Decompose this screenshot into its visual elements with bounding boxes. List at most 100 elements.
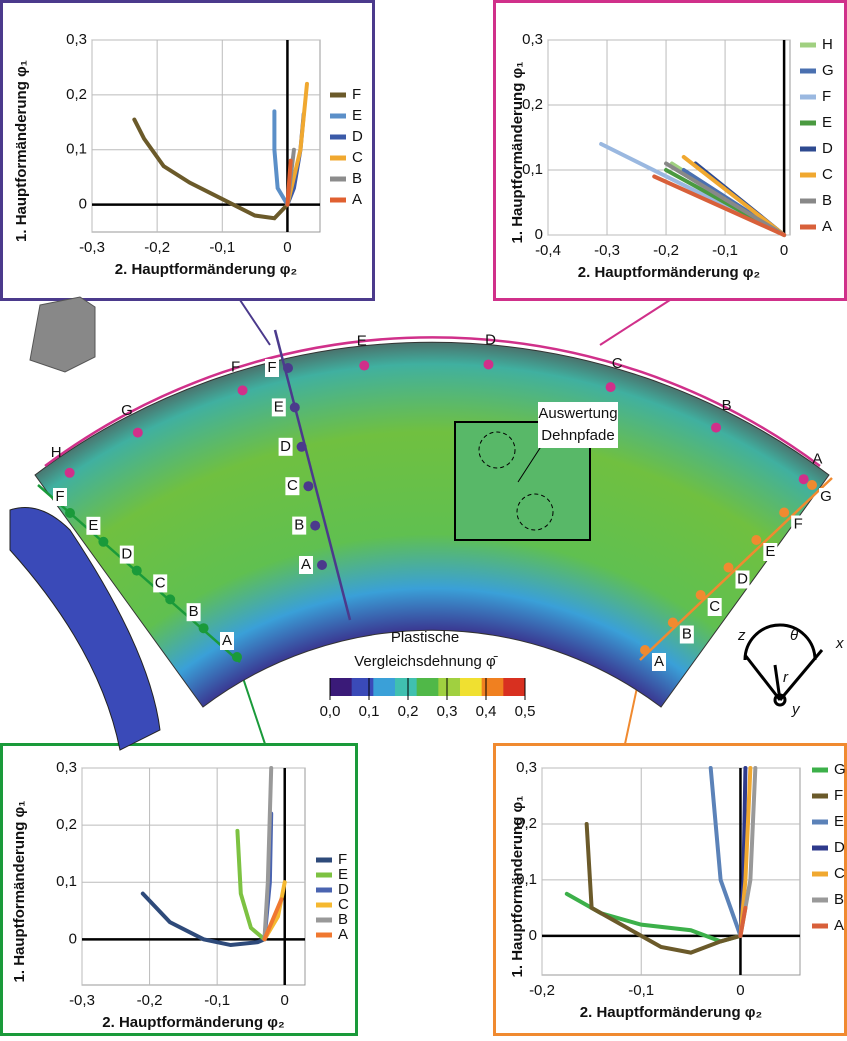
- coordinate-icon: [743, 623, 824, 707]
- path-point: [64, 467, 75, 478]
- axis-symbol: θ: [790, 627, 798, 644]
- y-tick-label: 0,1: [516, 871, 537, 888]
- path-point-label: A: [654, 653, 664, 670]
- colorbar-cell: [330, 678, 353, 696]
- data-line: [235, 828, 267, 942]
- legend-label: A: [834, 917, 844, 934]
- path-point: [303, 481, 314, 492]
- path-point: [798, 474, 809, 485]
- y-tick-label: 0,3: [522, 31, 543, 48]
- colorbar-cell: [460, 678, 483, 696]
- data-line: [285, 81, 309, 207]
- path-point-label: B: [189, 603, 199, 620]
- path-point: [310, 520, 321, 531]
- path-point-label: D: [485, 332, 496, 349]
- label-bg: [285, 477, 300, 496]
- frame: [0, 743, 358, 1036]
- data-line: [262, 766, 274, 942]
- strain-path: [273, 329, 352, 621]
- path-point: [807, 480, 817, 490]
- legend-label: H: [822, 36, 833, 53]
- label-bg: [735, 570, 750, 589]
- path-point: [779, 507, 790, 518]
- y-tick-label: 0: [79, 196, 87, 213]
- label-bg: [763, 543, 778, 561]
- path-point: [751, 535, 762, 545]
- x-tick-label: -0,1: [628, 982, 654, 999]
- y-tick-label: 0,3: [66, 31, 87, 48]
- path-point: [198, 623, 209, 634]
- path-point-label: B: [294, 517, 304, 534]
- label-bg: [819, 488, 833, 506]
- x-tick-label: 0: [736, 982, 744, 999]
- colorbar-label: 0,5: [515, 703, 536, 720]
- x-tick-label: -0,2: [137, 992, 163, 1009]
- path-point: [640, 645, 650, 655]
- axis-symbol: r: [783, 669, 789, 686]
- legend-label: B: [338, 911, 348, 928]
- label-bg: [53, 488, 67, 506]
- label-bg: [652, 653, 666, 671]
- path-point-label: G: [820, 488, 832, 505]
- y-tick-label: 0: [535, 226, 543, 243]
- x-axis-label: 2. Hauptformänderung φ₂: [115, 261, 297, 278]
- path-point: [711, 422, 722, 433]
- legend-label: C: [834, 865, 845, 882]
- data-line: [140, 891, 267, 948]
- path-point-label: F: [55, 488, 64, 505]
- path-point-label: E: [274, 398, 284, 415]
- legend-label: E: [822, 114, 832, 131]
- data-line: [652, 174, 787, 237]
- path-point: [723, 562, 734, 573]
- legend-label: D: [834, 839, 845, 856]
- x-axis-label: 2. Hauptformänderung φ₂: [580, 1004, 762, 1021]
- path-point: [237, 385, 248, 396]
- section: [9, 507, 161, 751]
- plot-area: [91, 39, 321, 233]
- label-bg: [679, 625, 694, 644]
- y-tick-label: 0,3: [56, 759, 77, 776]
- legend-label: A: [352, 191, 362, 208]
- annotation: Auswertung: [538, 405, 617, 422]
- colorbar-cell: [395, 678, 418, 696]
- label-bg: [265, 359, 279, 377]
- label-bg: [292, 516, 307, 535]
- data-line: [664, 161, 787, 237]
- colorbar-cell: [373, 678, 396, 696]
- legend-label: E: [352, 107, 362, 124]
- colorbar-label: 0,0: [320, 703, 341, 720]
- legend-label: G: [822, 62, 834, 79]
- x-tick-label: 0: [283, 239, 291, 256]
- colorbar-title: Vergleichsdehnung φ̄: [354, 653, 497, 670]
- y-tick-label: 0,2: [516, 815, 537, 832]
- axis-symbol: y: [791, 701, 801, 718]
- x-axis-label: 2. Hauptformänderung φ₂: [102, 1014, 284, 1031]
- path-point-label: D: [737, 570, 748, 587]
- data-line: [272, 109, 290, 207]
- x-tick-label: 0: [281, 992, 289, 1009]
- legend-label: B: [822, 192, 832, 209]
- path-point-label: E: [765, 543, 775, 560]
- path-point-label: A: [812, 450, 822, 467]
- annotation: Dehnpfade: [541, 427, 614, 444]
- legend-label: F: [822, 88, 831, 105]
- label-bg: [153, 574, 168, 593]
- path-point: [317, 560, 327, 570]
- y-tick-label: 0,2: [66, 86, 87, 103]
- path-point-label: F: [231, 358, 240, 375]
- data-line: [681, 155, 787, 237]
- path-point-label: H: [51, 444, 62, 461]
- x-axis-label: 2. Hauptformänderung φ₂: [578, 264, 760, 281]
- path-point: [98, 536, 109, 547]
- x-tick-label: -0,2: [653, 242, 679, 259]
- colorbar-label: 0,3: [437, 703, 458, 720]
- path-point-label: G: [121, 402, 133, 419]
- label-bg: [220, 632, 234, 650]
- path-point: [667, 617, 678, 628]
- path-point-label: C: [287, 477, 298, 494]
- path-point-label: D: [280, 438, 291, 455]
- label-bg: [119, 545, 134, 564]
- frame: [493, 743, 847, 1036]
- path-point-label: E: [357, 333, 367, 350]
